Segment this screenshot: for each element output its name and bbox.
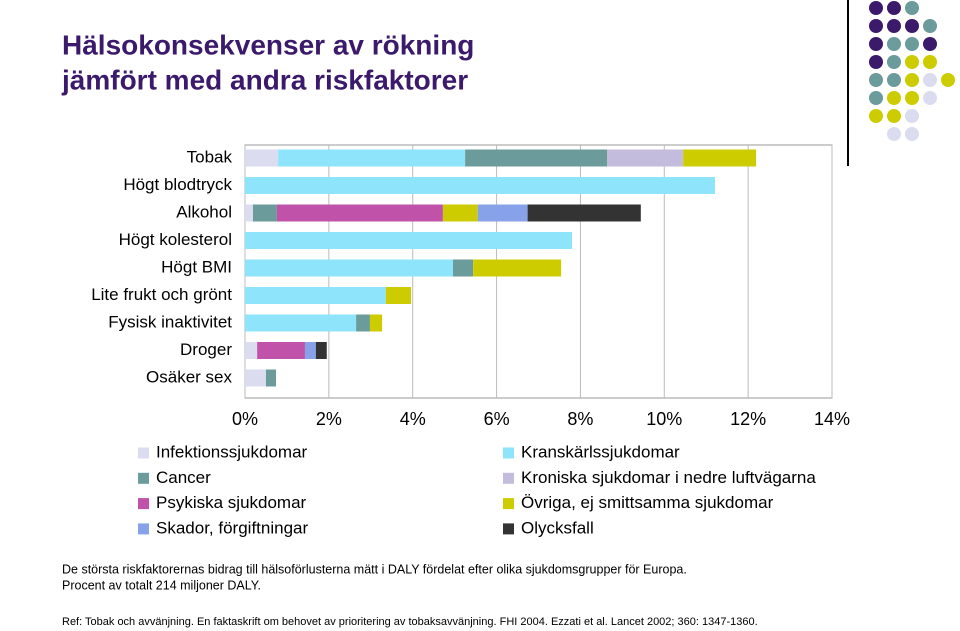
x-tick-label: 14% [814, 409, 850, 429]
legend-swatch [503, 472, 514, 484]
bar-segment [245, 314, 357, 332]
bar-segment [369, 314, 383, 332]
decor-dot [923, 19, 937, 33]
legend-label: Skador, förgiftningar [156, 518, 308, 537]
legend-label: Kranskärlssjukdomar [521, 442, 680, 461]
legend-label: Kroniska sjukdomar i nedre luftvägarna [521, 468, 816, 487]
decor-dot [869, 37, 883, 51]
decor-dot [869, 73, 883, 87]
decor-dot [905, 55, 919, 69]
decor-dot [887, 91, 901, 105]
decor-dot [869, 1, 883, 15]
x-tick-label: 10% [646, 409, 682, 429]
decor-dot [887, 73, 901, 87]
legend-swatch [138, 447, 149, 459]
bar-segment [245, 369, 266, 387]
bar-segment [245, 149, 279, 167]
bar-segment [245, 232, 573, 249]
legend-label: Övriga, ej smittsamma sjukdomar [521, 493, 774, 512]
bar-segment [465, 149, 608, 167]
decor-dot [869, 55, 883, 69]
x-tick-label: 6% [484, 409, 510, 429]
bar-segment [385, 287, 412, 304]
y-tick-label: Högt BMI [161, 257, 232, 276]
bar-segment [245, 204, 253, 222]
x-tick-label: 12% [730, 409, 766, 429]
decor-dot [869, 91, 883, 105]
note: Procent av totalt 214 miljoner DALY. [62, 578, 261, 592]
legend-swatch [503, 447, 514, 459]
decor-dot [905, 37, 919, 51]
legend-swatch [503, 498, 514, 510]
decor-dots [869, 1, 955, 141]
legend-label: Psykiska sjukdomar [156, 493, 307, 512]
bar-segment [607, 149, 684, 167]
bar-segment [315, 342, 327, 359]
bar-segment [257, 342, 305, 359]
y-tick-label: Högt blodtryck [123, 175, 232, 194]
decor-dot [887, 37, 901, 51]
decor-dot [905, 73, 919, 87]
bar-segment [245, 342, 258, 359]
chart-title: Hälsokonsekvenser av rökning [62, 29, 474, 60]
decor-dot [869, 19, 883, 33]
bar-segment [245, 177, 716, 194]
legend-swatch [138, 472, 149, 484]
bar-segment [473, 259, 562, 277]
decor-dot [923, 55, 937, 69]
reference: Ref: Tobak och avvänjning. En faktaskrif… [62, 616, 758, 628]
decor-dot [905, 109, 919, 123]
y-tick-label: Tobak [187, 147, 233, 166]
legend-label: Infektionssjukdomar [156, 442, 308, 461]
bar-segment [442, 204, 478, 222]
x-tick-label: 8% [567, 409, 593, 429]
decor-dot [923, 37, 937, 51]
decor-dot [887, 1, 901, 15]
x-tick-label: 4% [400, 409, 426, 429]
bar-segment [245, 259, 453, 277]
y-tick-label: Osäker sex [146, 367, 232, 386]
decor-dot [887, 55, 901, 69]
x-tick-label: 0% [232, 409, 258, 429]
bar-segment [477, 204, 528, 222]
legend-swatch [503, 523, 514, 535]
y-tick-label: Alkohol [176, 202, 232, 221]
decor-dot [905, 91, 919, 105]
bar-segment [452, 259, 474, 277]
decor-dot [887, 109, 901, 123]
bar-segment [276, 204, 443, 222]
y-tick-label: Lite frukt och grönt [91, 285, 232, 304]
legend-swatch [138, 523, 149, 535]
decor-dot [887, 127, 901, 141]
bar-segment [265, 369, 277, 387]
decor-dot [923, 91, 937, 105]
decor-dot [887, 19, 901, 33]
bar-segment [356, 314, 370, 332]
note: De största riskfaktorernas bidrag till h… [62, 562, 687, 576]
decor-dot [869, 109, 883, 123]
bar-segment [527, 204, 641, 222]
decor-dot [941, 73, 955, 87]
y-tick-label: Högt kolesterol [119, 230, 232, 249]
legend-label: Olycksfall [521, 518, 594, 537]
bar-segment [245, 287, 386, 304]
chart-title: jämfört med andra riskfaktorer [61, 64, 468, 95]
y-tick-label: Droger [180, 340, 232, 359]
decor-dot [923, 73, 937, 87]
bar-segment [683, 149, 757, 167]
y-tick-label: Fysisk inaktivitet [108, 312, 232, 331]
bar-segment [252, 204, 277, 222]
legend-swatch [138, 498, 149, 510]
bar-segment [278, 149, 466, 167]
x-tick-label: 2% [316, 409, 342, 429]
decor-dot [905, 19, 919, 33]
decor-dot [905, 1, 919, 15]
bar-segment [304, 342, 316, 359]
decor-dot [905, 127, 919, 141]
legend-label: Cancer [156, 468, 211, 487]
